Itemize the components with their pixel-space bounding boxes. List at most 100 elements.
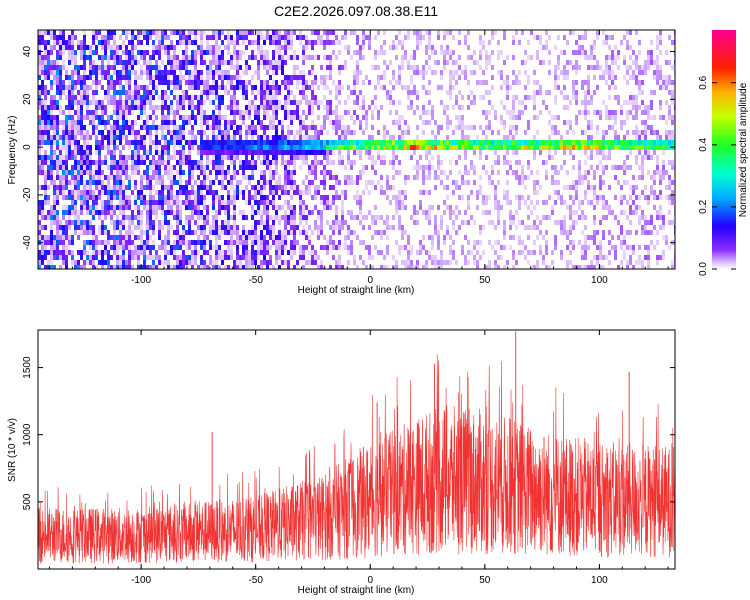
spectrogram-cell [341,125,344,130]
spectrogram-cell [263,220,266,225]
spectrogram-cell [89,165,92,170]
spectrogram-cell [236,230,239,235]
spectrogram-cell [83,160,86,165]
spectrogram-cell [362,100,365,105]
spectrogram-cell [575,70,578,75]
spectrogram-cell [221,85,224,90]
spectrogram-cell [191,55,194,60]
spectrogram-cell [536,225,539,230]
spectrogram-cell [230,40,233,45]
spectrogram-cell [122,125,125,130]
spectrogram-cell [74,200,77,205]
spectrogram-cell [74,165,77,170]
spectrogram-cell [152,95,155,100]
spectrogram-cell [107,210,110,215]
spectrogram-cell [449,160,452,165]
spectrogram-cell [461,105,464,110]
spectrogram-cell [68,250,71,255]
spectrogram-cell [41,30,44,35]
spectrogram-cell [65,130,68,135]
spectrogram-cell [347,155,350,160]
spectrogram-cell [326,30,329,35]
spectrogram-cell [113,105,116,110]
spectrogram-cell [560,225,563,230]
spectrogram-cell [461,140,464,145]
spectrogram-cell [200,260,203,265]
spectrogram-cell [119,185,122,190]
spectrogram-cell [260,160,263,165]
spectrogram-cell [566,205,569,210]
spectrogram-cell [371,110,374,115]
spectrogram-cell [95,205,98,210]
spectrogram-cell [290,160,293,165]
spectrogram-cell [275,145,278,150]
spectrogram-cell [173,265,176,269]
spectrogram-cell [608,125,611,130]
spectrogram-cell [395,110,398,115]
spectrogram-cell [230,105,233,110]
spectrogram-cell [62,90,65,95]
spectrogram-cell [188,220,191,225]
spectrogram-cell [221,150,224,155]
spectrogram-cell [83,195,86,200]
spectrogram-cell [602,130,605,135]
spectrogram-cell [491,180,494,185]
spectrogram-cell [149,70,152,75]
spectrogram-cell [116,75,119,80]
spectrogram-cell [479,150,482,155]
spectrogram-cell [104,65,107,70]
spectrogram-cell [371,220,374,225]
spectrogram-cell [230,110,233,115]
spectrogram-cell [323,80,326,85]
spectrogram-cell [218,125,221,130]
spectrogram-cell [572,265,575,269]
spectrogram-cell [251,120,254,125]
spectrogram-cell [38,85,41,90]
spectrogram-cell [539,60,542,65]
spectrogram-cell [320,210,323,215]
spectrogram-cell [278,90,281,95]
spectrogram-cell [575,210,578,215]
spectrogram-cell [320,125,323,130]
spectrogram-cell [308,170,311,175]
spectrogram-cell [539,230,542,235]
spectrogram-cell [473,260,476,265]
spectrogram-cell [503,105,506,110]
spectrogram-cell [554,115,557,120]
spectrogram-cell [116,245,119,250]
spectrogram-cell [62,135,65,140]
spectrogram-cell [233,90,236,95]
spectrogram-cell [194,120,197,125]
spectrogram-cell [557,35,560,40]
spectrogram-cell [443,50,446,55]
spectrogram-cell [128,155,131,160]
spectrogram-cell [65,230,68,235]
spectrogram-cell [464,150,467,155]
spectrogram-cell [74,170,77,175]
spectrogram-cell [287,80,290,85]
spectrogram-cell [146,210,149,215]
spectrogram-cell [140,245,143,250]
spectrogram-cell [578,45,581,50]
spectrogram-cell [89,60,92,65]
spectrogram-cell [536,140,539,145]
spectrogram-cell [263,240,266,245]
spectrogram-cell [524,60,527,65]
spectrogram-cell [407,140,410,145]
spectrogram-cell [140,145,143,150]
spectrogram-cell [320,80,323,85]
spectrogram-cell [119,75,122,80]
spectrogram-cell [215,70,218,75]
spectrogram-cell [230,80,233,85]
spectrogram-cell [227,35,230,40]
spectrogram-cell [443,210,446,215]
spectrogram-cell [554,80,557,85]
spectrogram-cell [41,135,44,140]
spectrogram-cell [47,240,50,245]
spectrogram-cell [338,265,341,269]
spectrogram-cell [92,235,95,240]
spectrogram-cell [401,230,404,235]
spectrogram-cell [269,125,272,130]
spectrogram-cell [44,50,47,55]
spectrogram-cell [116,215,119,220]
